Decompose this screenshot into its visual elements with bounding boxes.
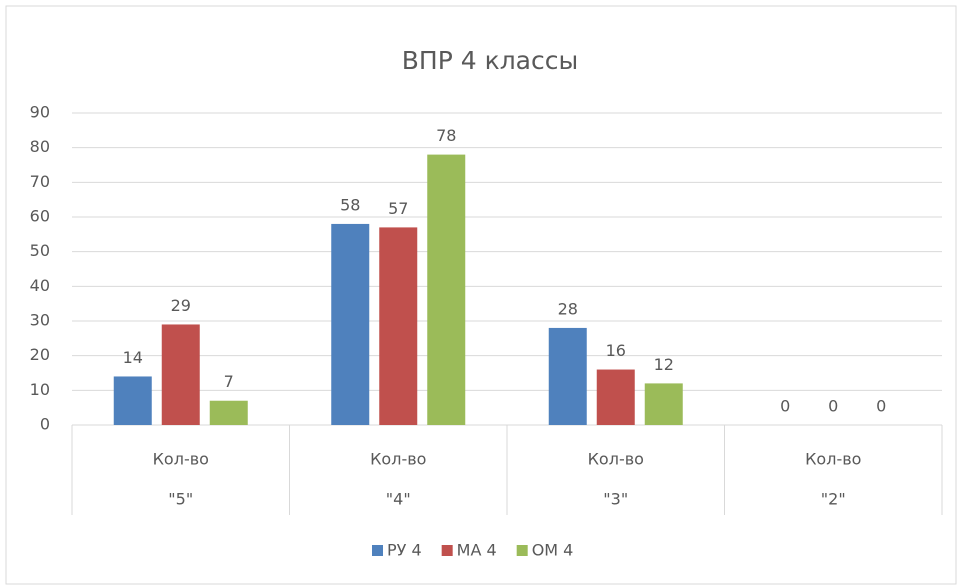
data-label: 0: [780, 397, 790, 416]
bar: [596, 369, 635, 425]
chart-border: [5, 5, 957, 585]
chart-title: ВПР 4 классы: [402, 46, 578, 75]
legend-swatch: [372, 545, 383, 556]
bar: [113, 376, 152, 425]
legend-label: РУ 4: [387, 541, 422, 560]
data-label: 0: [828, 397, 838, 416]
x-tick-label: Кол-во: [805, 450, 861, 469]
data-label: 57: [388, 199, 408, 218]
data-label: 16: [606, 341, 626, 360]
y-tick-label: 30: [30, 311, 50, 330]
y-tick-label: 0: [40, 415, 50, 434]
y-tick-label: 10: [30, 380, 50, 399]
legend-label: МА 4: [457, 541, 497, 560]
y-tick-label: 20: [30, 345, 50, 364]
bar: [644, 383, 683, 425]
legend-swatch: [516, 545, 528, 556]
bar: [548, 327, 587, 425]
legend-swatch: [441, 545, 453, 556]
x-group-label: "4": [386, 490, 411, 509]
x-tick-label: Кол-во: [153, 450, 209, 469]
bar: [161, 324, 200, 425]
data-label: 29: [171, 296, 191, 315]
x-tick-label: Кол-во: [370, 450, 426, 469]
y-tick-label: 60: [30, 207, 50, 226]
x-group-label: "2": [821, 490, 846, 509]
bar: [379, 227, 418, 425]
bar: [209, 400, 248, 425]
data-label: 58: [340, 195, 360, 214]
bar: [427, 154, 466, 425]
data-label: 12: [654, 355, 674, 374]
legend-label: ОМ 4: [532, 541, 574, 560]
data-label: 14: [123, 348, 143, 367]
x-group-label: "3": [603, 490, 628, 509]
y-tick-label: 90: [30, 103, 50, 122]
y-tick-label: 40: [30, 276, 50, 295]
bar: [331, 223, 370, 425]
y-tick-label: 50: [30, 241, 50, 260]
y-tick-label: 80: [30, 137, 50, 156]
x-group-label: "5": [168, 490, 193, 509]
x-tick-label: Кол-во: [588, 450, 644, 469]
data-label: 0: [876, 397, 886, 416]
data-label: 7: [224, 372, 234, 391]
data-label: 78: [436, 126, 456, 145]
data-label: 28: [558, 299, 578, 318]
y-tick-label: 70: [30, 172, 50, 191]
